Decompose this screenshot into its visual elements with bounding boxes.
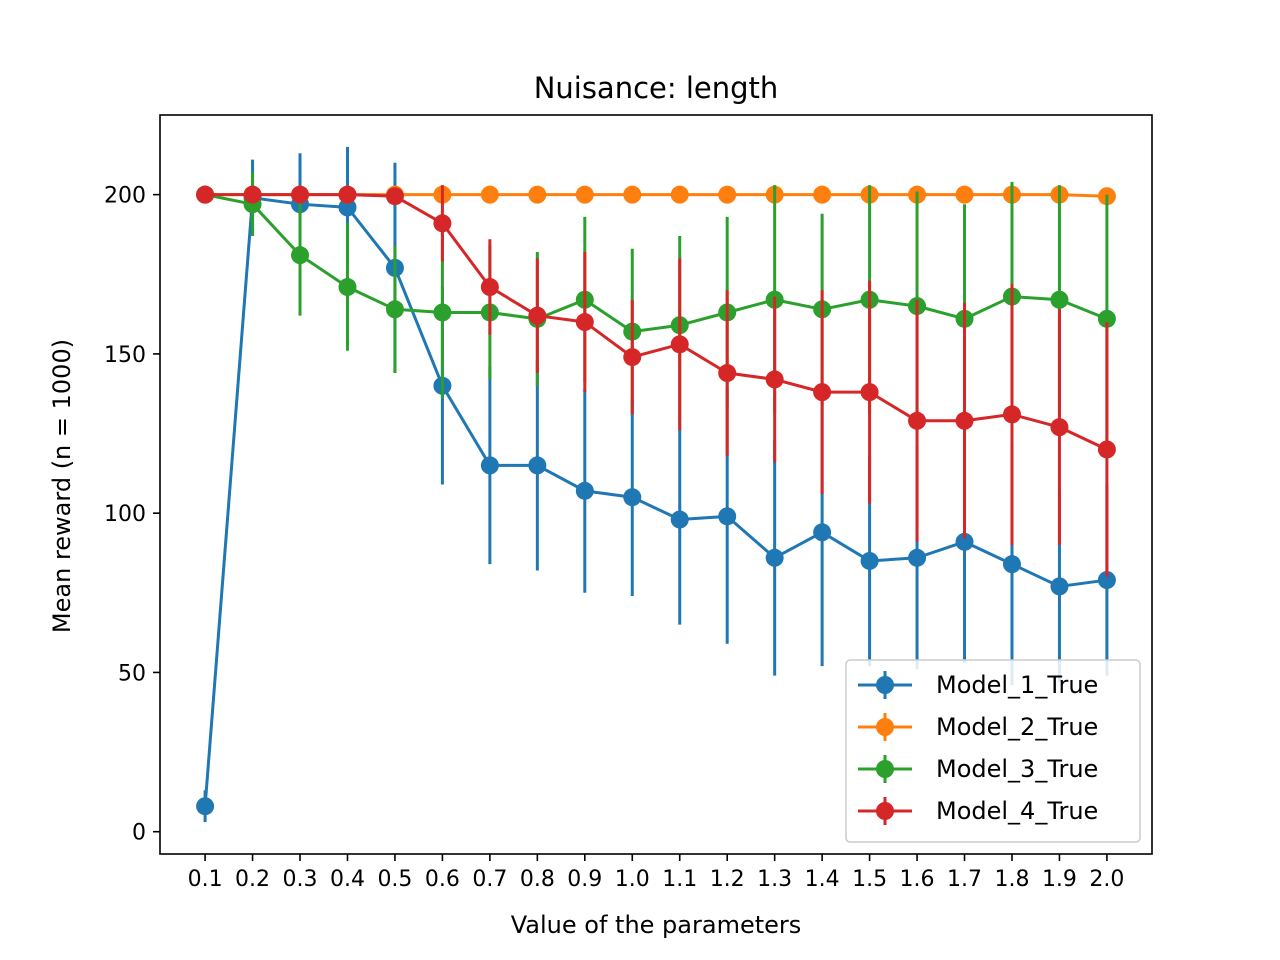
data-point [623, 348, 642, 367]
data-point [1097, 440, 1116, 459]
data-point [955, 411, 974, 430]
x-tick-label: 1.2 [710, 867, 745, 892]
y-axis-label: Mean reward (n = 1000) [48, 339, 76, 633]
data-point [908, 548, 927, 567]
x-tick-label: 1.9 [1042, 867, 1077, 892]
data-point [718, 185, 737, 204]
legend-marker [876, 760, 894, 778]
series-4 [196, 185, 1116, 577]
y-tick-label: 200 [104, 184, 146, 209]
legend-marker [876, 718, 894, 736]
chart-title: Nuisance: length [534, 71, 779, 105]
x-tick-label: 1.8 [994, 867, 1029, 892]
x-tick-label: 1.6 [900, 867, 935, 892]
y-tick-label: 100 [104, 502, 146, 527]
data-point [433, 214, 452, 233]
data-point [480, 185, 499, 204]
data-point [575, 313, 594, 332]
legend-entry: Model_4_True [858, 797, 1098, 825]
data-point [243, 185, 262, 204]
legend-marker [876, 676, 894, 694]
data-point [623, 185, 642, 204]
x-tick-label: 0.8 [520, 867, 555, 892]
data-point [338, 278, 357, 297]
data-point [813, 383, 832, 402]
data-point [385, 300, 404, 319]
x-tick-label: 0.9 [567, 867, 602, 892]
x-tick-label: 1.3 [757, 867, 792, 892]
y-tick-label: 50 [118, 661, 146, 686]
data-point [528, 456, 547, 475]
x-tick-label: 2.0 [1089, 867, 1124, 892]
x-tick-label: 1.0 [615, 867, 650, 892]
data-point [623, 488, 642, 507]
data-point [291, 185, 310, 204]
data-point [955, 532, 974, 551]
legend-label: Model_2_True [936, 713, 1098, 741]
data-point [813, 523, 832, 542]
data-point [480, 278, 499, 297]
data-point [908, 411, 927, 430]
data-point [528, 306, 547, 325]
x-tick-label: 0.5 [377, 867, 412, 892]
legend-entry: Model_2_True [858, 713, 1098, 741]
data-point [718, 364, 737, 383]
data-point [860, 383, 879, 402]
x-axis-label: Value of the parameters [511, 911, 802, 939]
data-point [765, 370, 784, 389]
data-point [1050, 577, 1069, 596]
data-point [196, 185, 215, 204]
legend-label: Model_3_True [936, 755, 1098, 783]
legend-box [845, 659, 1141, 843]
data-point [860, 551, 879, 570]
legend-label: Model_4_True [936, 797, 1098, 825]
data-point [528, 185, 547, 204]
data-point [196, 797, 215, 816]
data-point [338, 198, 357, 217]
x-tick-label: 1.5 [852, 867, 887, 892]
data-point [575, 185, 594, 204]
legend-marker [876, 802, 894, 820]
data-point [385, 187, 404, 206]
data-point [433, 303, 452, 322]
data-point [670, 335, 689, 354]
data-point [718, 507, 737, 526]
data-point [1050, 418, 1069, 437]
plot-area [196, 146, 1116, 823]
data-point [813, 185, 832, 204]
y-tick-label: 0 [132, 821, 146, 846]
x-tick-label: 0.4 [330, 867, 365, 892]
legend-entry: Model_3_True [858, 755, 1098, 783]
data-point [765, 548, 784, 567]
x-tick-label: 0.2 [235, 867, 270, 892]
legend: Model_1_True Model_2_True Model_3_True Mode… [845, 659, 1141, 843]
data-point [1002, 555, 1021, 574]
legend-label: Model_1_True [936, 671, 1098, 699]
y-tick-label: 150 [104, 343, 146, 368]
axes: 0.1 0.2 0.3 0.4 0.5 0.6 0.7 0.8 0.9 1.0 1.1 1.2 1.3 1… [104, 114, 1153, 892]
legend-entry: Model_1_True [858, 671, 1098, 699]
data-point [575, 481, 594, 500]
data-point [1097, 309, 1116, 328]
data-point [955, 185, 974, 204]
x-tick-label: 1.4 [805, 867, 840, 892]
x-tick-label: 1.7 [947, 867, 982, 892]
data-point [1050, 290, 1069, 309]
x-tick-label: 0.1 [188, 867, 223, 892]
data-point [291, 246, 310, 265]
data-point [670, 185, 689, 204]
x-tick-label: 0.6 [425, 867, 460, 892]
axes-frame [159, 114, 1153, 855]
data-point [1097, 571, 1116, 590]
data-point [480, 456, 499, 475]
x-tick-label: 0.7 [472, 867, 507, 892]
data-point [1002, 405, 1021, 424]
data-point [338, 185, 357, 204]
x-tick-label: 0.3 [283, 867, 318, 892]
data-point [670, 510, 689, 529]
x-tick-label: 1.1 [662, 867, 697, 892]
